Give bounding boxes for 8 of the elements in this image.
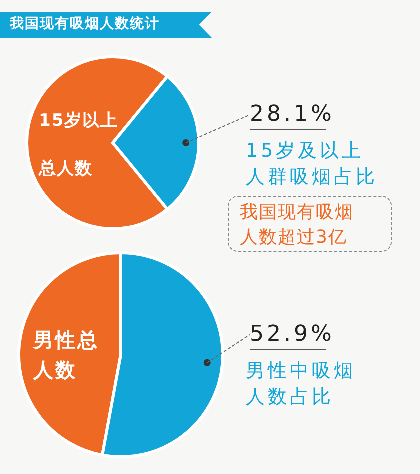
data-label: 28.1% [250,102,335,127]
data-label: 52.9% [250,322,335,347]
slice-label: 15岁及以上人群吸烟占比 [246,140,378,188]
chart-title: 我国现有吸烟人数统计 [10,15,160,33]
category-label: 15岁以上总人数 [39,111,119,179]
slice-label: 男性中吸烟人数占比 [246,360,356,408]
text: 我国现有吸烟人数超过3亿 [240,201,355,250]
slice-label: 男性总人数 [32,328,100,382]
